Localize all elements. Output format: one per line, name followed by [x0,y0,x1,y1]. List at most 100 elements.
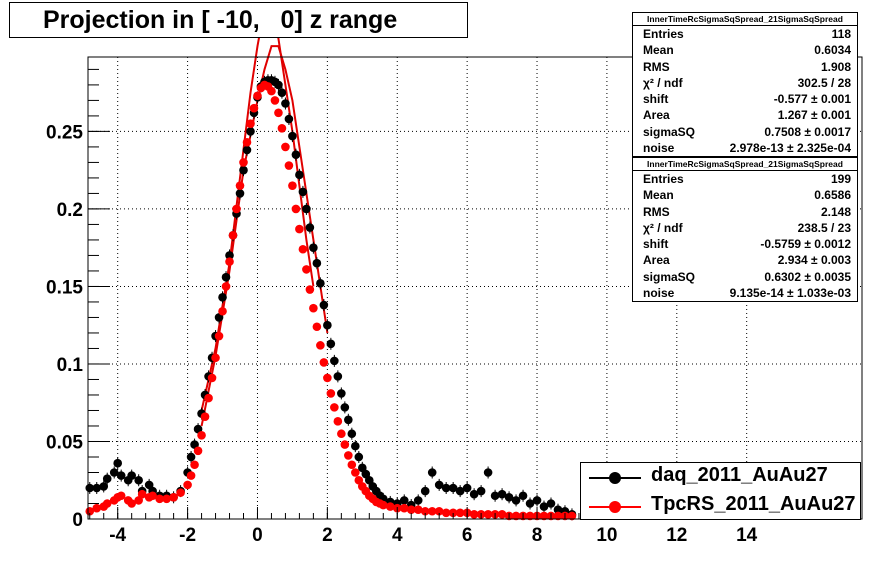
data-point [204,393,213,403]
stats-value: 1.908 [820,59,851,74]
stats-label: Entries [643,27,684,41]
data-point [221,282,231,291]
stats-value: 2.934 ± 0.003 [777,253,851,268]
data-point [99,482,109,491]
data-point [214,331,224,341]
stats-value: 199 [830,172,851,186]
data-point [302,204,311,214]
y-tick-label: 0 [72,510,83,531]
stats-row: Entries 199 [633,171,857,187]
stats-value: 0.6302 ± 0.0035 [764,269,851,284]
stats-label: sigmaSQ [643,269,696,284]
data-series [85,74,577,521]
data-point [497,510,507,519]
stats-row: sigmaSQ 0.7508 ± 0.0017 [633,124,857,140]
stats-label: χ² / ndf [643,75,683,90]
stats-label: Mean [643,188,674,203]
data-point [305,285,315,294]
stats-value: 238.5 / 23 [797,220,851,235]
data-point [127,471,136,480]
data-point [323,320,332,330]
data-point [291,150,301,159]
data-point [109,468,119,477]
x-tick-label: 4 [392,525,403,546]
data-point [497,489,507,499]
data-point [197,430,206,440]
series-daq [85,74,577,521]
stats-label: Area [643,253,670,268]
data-point [211,353,220,363]
data-point [176,488,185,497]
data-point [340,403,350,412]
chart-title: Projection in [ -10, 0] z range [9,2,468,38]
data-point [155,494,164,504]
data-point [399,496,409,505]
data-point [242,137,252,147]
data-point [316,279,325,288]
stats-value: 2.978e-13 ± 2.325e-04 [729,141,851,156]
data-point [102,474,112,483]
data-point [330,403,339,412]
stats-row: Entries 118 [633,26,857,42]
x-tick-label: 12 [666,525,687,546]
data-point [553,511,563,521]
legend-entry-daq: daq_2011_AuAu27 [581,463,860,492]
data-point [340,440,350,449]
stats-value: 302.5 / 28 [797,75,851,90]
data-point [525,511,535,521]
data-point [242,145,252,155]
data-point [525,499,535,508]
data-point [137,489,147,499]
x-tick-label: -2 [179,525,196,546]
data-point [462,483,472,493]
stats-label: Area [643,108,670,123]
data-point [344,451,353,460]
data-point [354,452,364,462]
legend-marker-red [609,501,621,513]
data-point [333,372,343,381]
data-point [218,293,227,302]
data-point [116,491,126,501]
data-point [288,131,297,141]
y-tick-label: 0.1 [57,355,84,376]
data-point [347,460,357,470]
data-point [186,471,196,480]
data-point [291,204,301,214]
data-point [225,257,234,266]
data-point [483,468,493,477]
data-point [186,452,196,462]
data-point [239,165,248,175]
data-point [319,358,329,367]
data-point [427,468,437,477]
legend: daq_2011_AuAu27 TpcRS_2011_AuAu27 [580,462,861,520]
data-point [246,127,255,136]
stats-row: χ² / ndf 238.5 / 23 [633,220,857,236]
data-point [316,341,325,350]
data-point [319,300,329,310]
stats-row: noise 9.135e-14 ± 1.033e-03 [633,285,857,301]
data-point [347,429,357,439]
data-point [232,204,241,214]
data-point [553,505,563,514]
stats-label: χ² / ndf [643,220,683,235]
data-point [288,181,297,190]
data-point [406,505,416,514]
data-point [511,511,521,521]
data-point [448,508,458,518]
stats-value: 2.148 [820,204,851,219]
plot-frame [87,56,863,520]
data-point [298,244,308,254]
data-point [312,258,322,268]
stats-row: RMS 1.908 [633,59,857,75]
data-point [221,272,231,282]
data-point [511,496,521,505]
data-point [312,322,322,332]
stats-value: 0.7508 ± 0.0017 [764,124,851,139]
data-point [246,119,255,128]
data-point [326,339,336,349]
data-point [295,224,304,234]
x-tick-label: 10 [596,525,617,546]
data-point [504,492,514,502]
legend-label: TpcRS_2011_AuAu27 [651,493,856,515]
